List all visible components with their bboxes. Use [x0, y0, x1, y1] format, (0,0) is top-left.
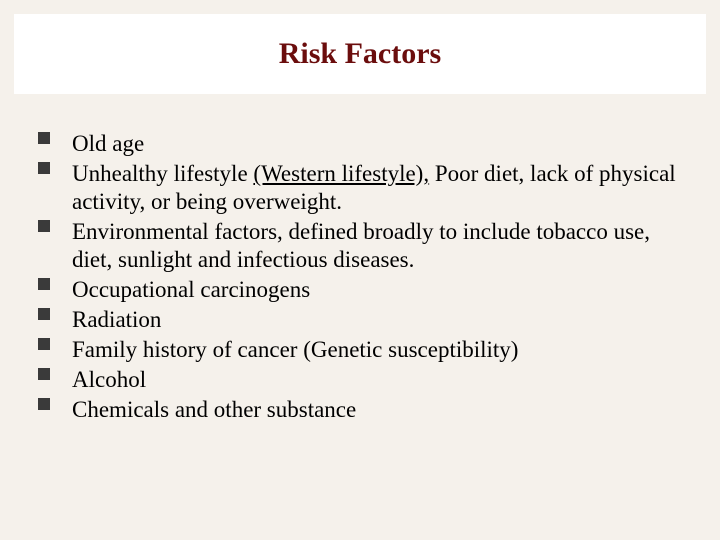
list-item: Family history of cancer (Genetic suscep… — [38, 336, 690, 364]
item-text: Occupational carcinogens — [72, 276, 690, 304]
list-item: Alcohol — [38, 366, 690, 394]
item-text: Old age — [72, 130, 690, 158]
square-bullet-icon — [38, 368, 50, 380]
item-text: Chemicals and other substance — [72, 396, 690, 424]
item-text: Radiation — [72, 306, 690, 334]
square-bullet-icon — [38, 398, 50, 410]
item-underline: (Western lifestyle), — [253, 161, 429, 186]
item-rest: of cancer (Genetic susceptibility) — [207, 337, 519, 362]
square-bullet-icon — [38, 278, 50, 290]
item-text: Environmental factors, defined broadly t… — [72, 218, 690, 274]
item-rest: carcinogens — [195, 277, 311, 302]
square-bullet-icon — [38, 308, 50, 320]
item-text: Family history of cancer (Genetic suscep… — [72, 336, 690, 364]
item-rest: and other substance — [169, 397, 356, 422]
list-item: Environmental factors, defined broadly t… — [38, 218, 690, 274]
item-lead: Alcohol — [72, 367, 146, 392]
item-rest: age — [107, 131, 145, 156]
square-bullet-icon — [38, 338, 50, 350]
item-text: Unhealthy lifestyle (Western lifestyle),… — [72, 160, 690, 216]
list-item: Unhealthy lifestyle (Western lifestyle),… — [38, 160, 690, 216]
list-item: Radiation — [38, 306, 690, 334]
list-item: Occupational carcinogens — [38, 276, 690, 304]
item-lead: Radiation — [72, 307, 161, 332]
square-bullet-icon — [38, 162, 50, 174]
slide-title: Risk Factors — [279, 37, 441, 71]
list-item: Old age — [38, 130, 690, 158]
list-item: Chemicals and other substance — [38, 396, 690, 424]
item-text: Alcohol — [72, 366, 690, 394]
item-lead: Occupational — [72, 277, 195, 302]
item-lead: Family history — [72, 337, 207, 362]
item-lead: Old — [72, 131, 107, 156]
item-rest-a: lifestyle — [168, 161, 254, 186]
title-band: Risk Factors — [14, 14, 706, 94]
item-lead: Chemicals — [72, 397, 169, 422]
item-lead: Environmental — [72, 219, 209, 244]
item-lead: Unhealthy — [72, 161, 168, 186]
bullet-list: Old age Unhealthy lifestyle (Western lif… — [38, 130, 690, 426]
square-bullet-icon — [38, 132, 50, 144]
square-bullet-icon — [38, 220, 50, 232]
